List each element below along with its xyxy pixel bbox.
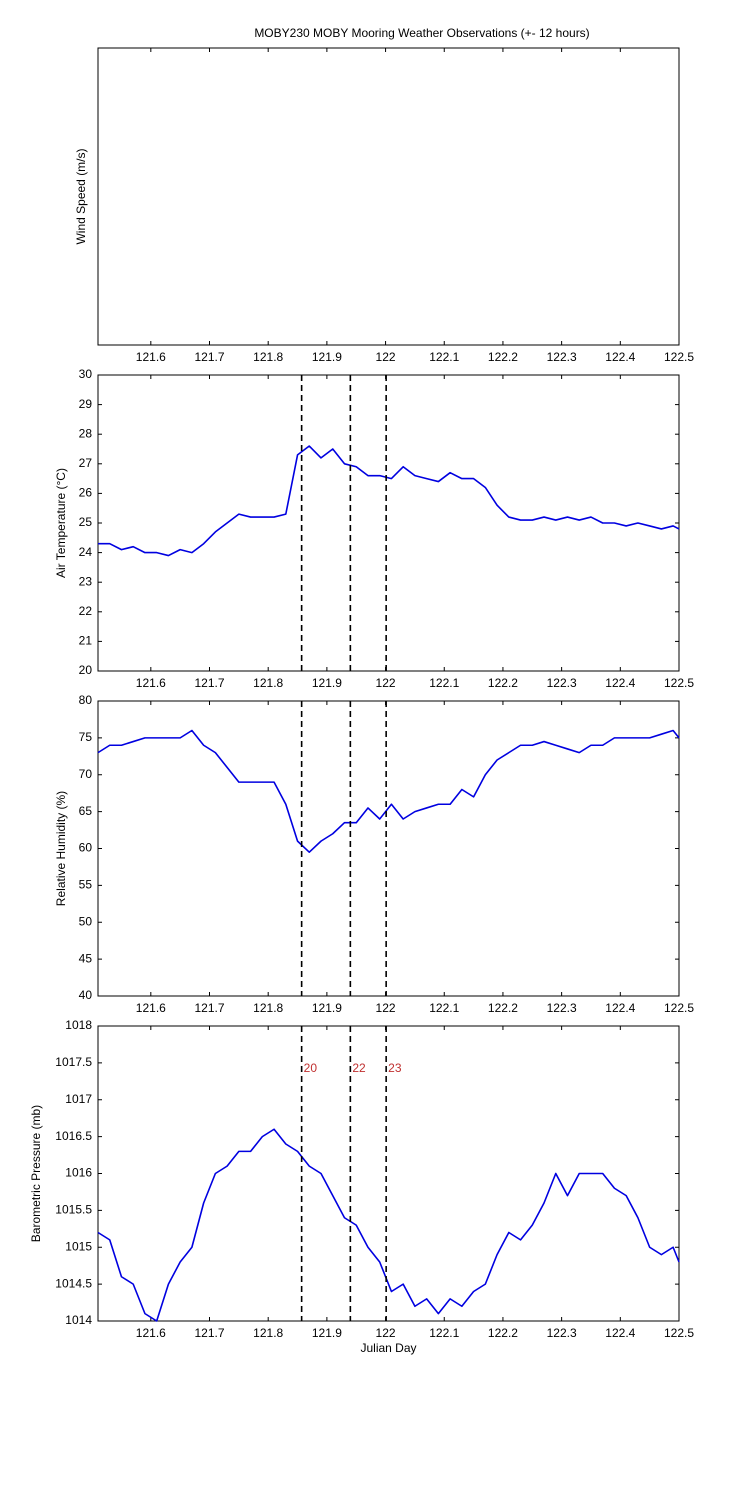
x-tick-label: 121.6 [136,1001,166,1015]
y-tick-label: 20 [79,663,93,677]
event-label: 22 [352,1061,366,1075]
y-tick-label: 1015.5 [55,1203,92,1217]
x-tick-label: 121.6 [136,350,166,364]
x-tick-label: 121.7 [194,1001,224,1015]
chart-title: MOBY230 MOBY Mooring Weather Observation… [254,26,589,40]
y-tick-label: 1015 [65,1239,92,1253]
y-tick-label: 23 [79,574,93,588]
y-tick-label: 45 [79,951,93,965]
data-line [97,729,680,853]
x-tick-label: 121.8 [253,350,283,364]
y-tick-label: 27 [79,456,93,470]
y-tick-label: 55 [79,878,93,892]
y-tick-label: 1016.5 [55,1129,92,1143]
x-tick-label: 122.1 [429,1001,459,1015]
x-tick-label: 122.3 [547,1326,577,1340]
x-tick-label: 121.9 [312,1326,342,1340]
x-tick-label: 121.6 [136,676,166,690]
x-tick-label: 121.6 [136,1326,166,1340]
y-tick-label: 80 [79,693,93,707]
x-tick-label: 121.7 [194,676,224,690]
y-tick-label: 21 [79,634,93,648]
x-tick-label: 122.4 [605,676,635,690]
x-tick-label: 122.4 [605,350,635,364]
x-axis-label: Julian Day [360,1341,416,1355]
x-tick-label: 121.9 [312,350,342,364]
y-tick-label: 1014.5 [55,1276,92,1290]
y-tick-label: 1017 [65,1092,92,1106]
x-tick-label: 122.2 [488,676,518,690]
y-tick-label: 70 [79,767,93,781]
data-line [98,445,680,557]
y-tick-label: 1018 [65,1018,92,1032]
x-tick-label: 122 [376,350,396,364]
x-tick-label: 122 [376,1001,396,1015]
y-tick-label: 1017.5 [55,1055,92,1069]
plot-frame [97,374,680,672]
y-tick-label: 30 [79,367,93,381]
x-tick-label: 122.5 [664,676,694,690]
y-tick-label: 1014 [65,1313,92,1327]
y-tick-label: 65 [79,804,93,818]
y-tick-label: 29 [79,397,93,411]
x-tick-label: 122 [376,1326,396,1340]
y-tick-label: 40 [79,988,93,1002]
x-tick-label: 122.2 [488,350,518,364]
x-tick-label: 122.1 [429,350,459,364]
x-tick-label: 122.3 [547,350,577,364]
y-tick-label: 28 [79,426,93,440]
x-tick-label: 122 [376,676,396,690]
x-tick-label: 121.7 [194,350,224,364]
x-tick-label: 122.5 [664,1326,694,1340]
event-label: 23 [388,1061,402,1075]
y-tick-label: 60 [79,841,93,855]
x-tick-label: 122.5 [664,1001,694,1015]
y-tick-label: 25 [79,515,93,529]
y-tick-label: 24 [79,545,93,559]
y-tick-label: 1016 [65,1166,92,1180]
x-tick-label: 122.3 [547,1001,577,1015]
y-tick-label: 22 [79,604,93,618]
x-tick-label: 122.4 [605,1326,635,1340]
y-axis-label: Wind Speed (m/s) [74,148,88,244]
y-axis-label: Barometric Pressure (mb) [29,1105,43,1242]
y-tick-label: 50 [79,914,93,928]
plot-frame [97,47,680,346]
x-tick-label: 121.8 [253,1326,283,1340]
x-tick-label: 122.4 [605,1001,635,1015]
x-tick-label: 122.1 [429,676,459,690]
x-tick-label: 122.1 [429,1326,459,1340]
x-tick-label: 121.9 [312,1001,342,1015]
y-axis-label: Air Temperature (°C) [54,468,68,578]
x-tick-label: 121.9 [312,676,342,690]
y-tick-label: 26 [79,486,93,500]
x-tick-label: 121.8 [253,676,283,690]
event-label: 20 [304,1061,318,1075]
y-axis-label: Relative Humidity (%) [54,791,68,906]
x-tick-label: 121.8 [253,1001,283,1015]
x-tick-label: 122.3 [547,676,577,690]
x-tick-label: 122.5 [664,350,694,364]
x-tick-label: 122.2 [488,1001,518,1015]
data-line [97,1128,680,1322]
x-tick-label: 121.7 [194,1326,224,1340]
y-tick-label: 75 [79,730,93,744]
x-tick-label: 122.2 [488,1326,518,1340]
